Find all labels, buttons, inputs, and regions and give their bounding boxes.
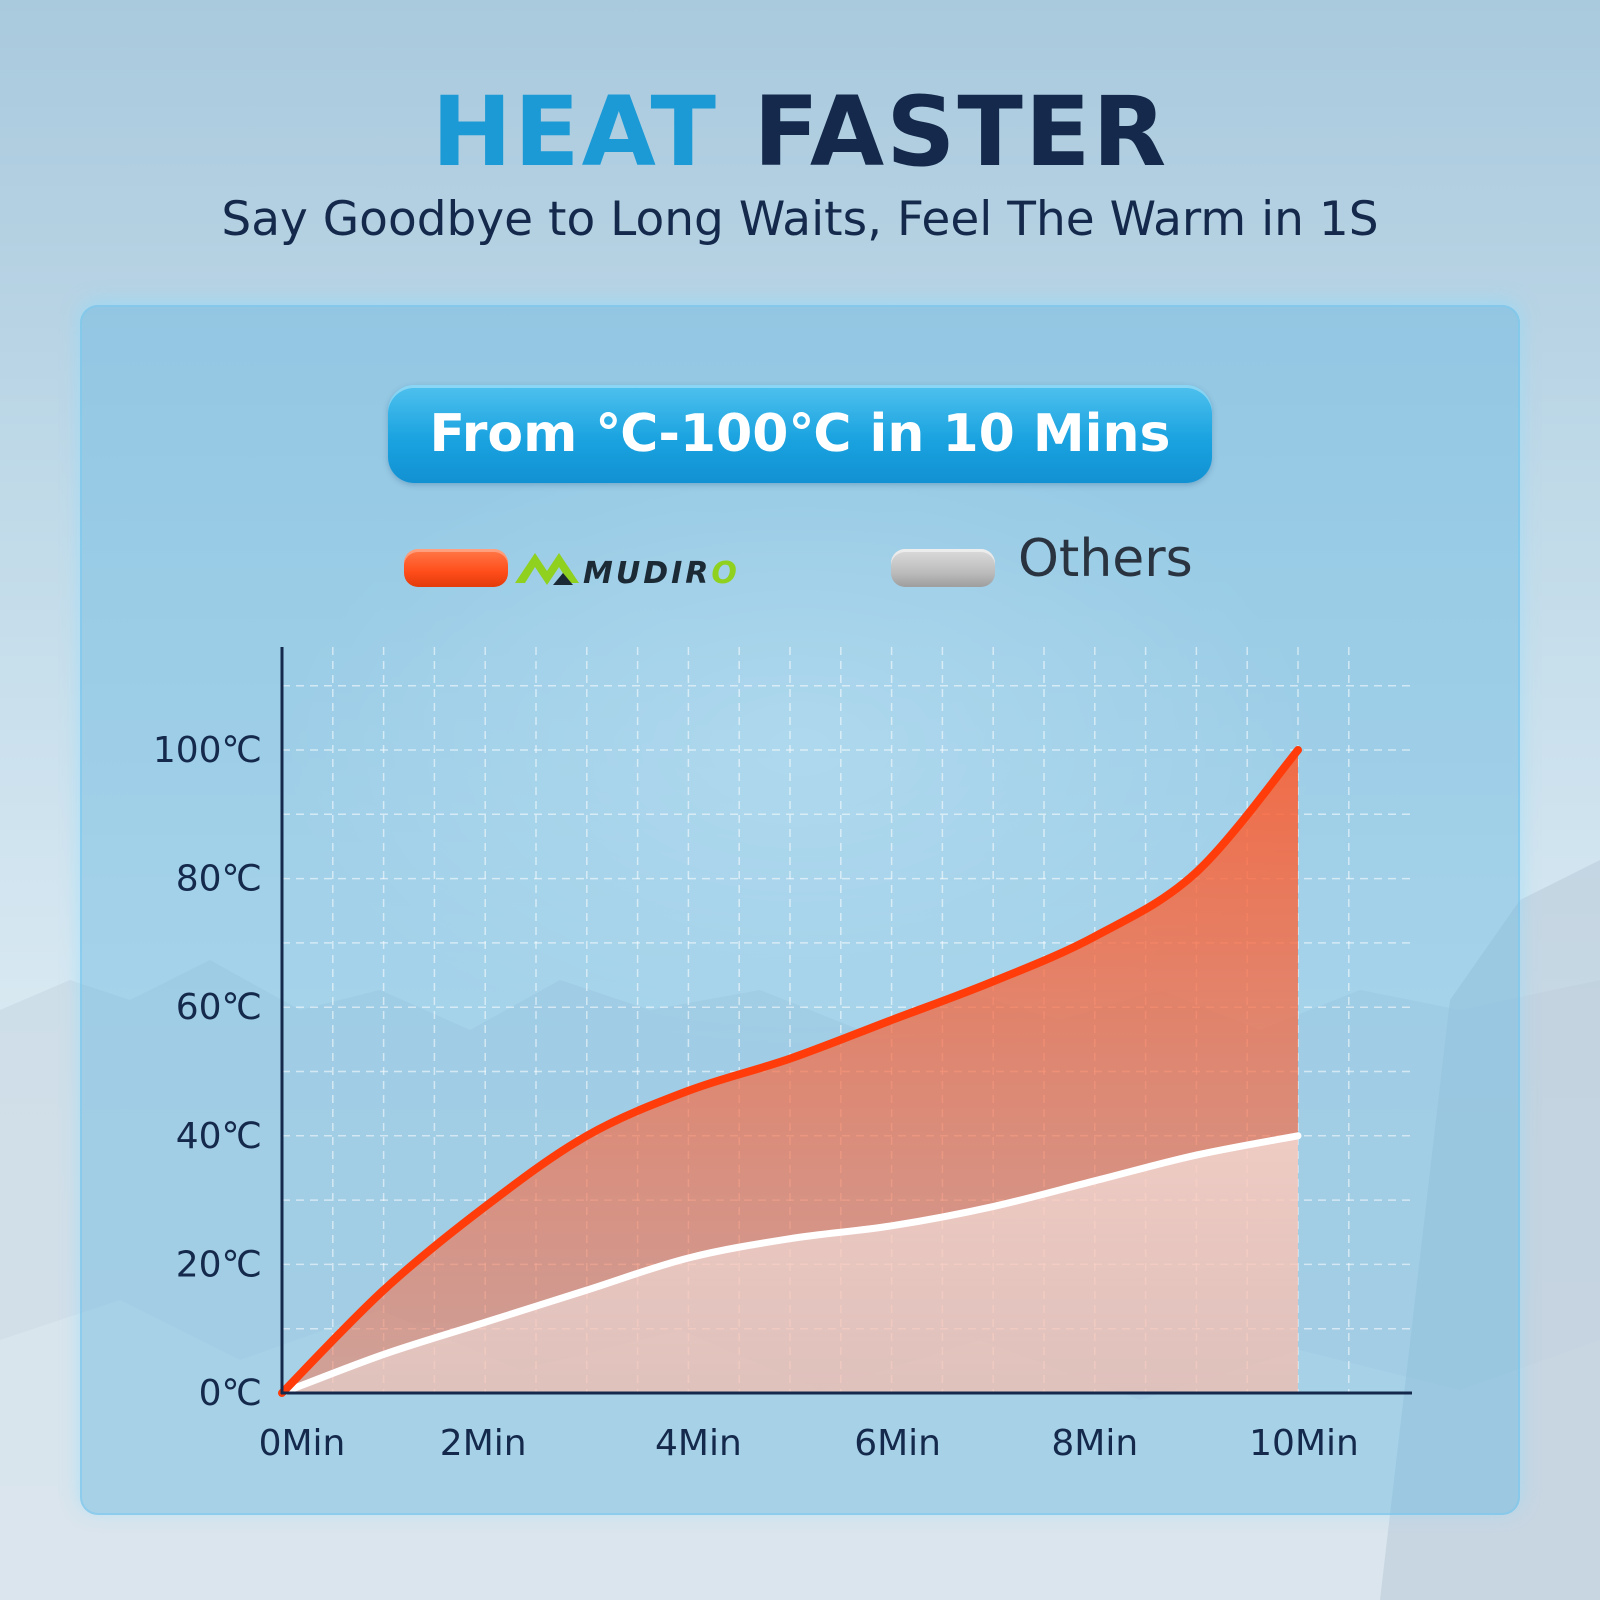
y-axis-ticks: 0℃ 20℃ 40℃ 60℃ 80℃ 100℃: [153, 730, 262, 1414]
chart-lines: [278, 746, 1302, 1397]
x-axis-ticks: 0Min 2Min 4Min 6Min 8Min 10Min: [259, 1423, 1359, 1464]
title-word-faster: FASTER: [753, 76, 1169, 188]
legend-label-others: Others: [1018, 529, 1193, 589]
mudiro-line: [278, 746, 1302, 1397]
title-word-heat: HEAT: [431, 76, 718, 188]
y-tick-label: 0℃: [199, 1373, 262, 1414]
y-tick-label: 40℃: [176, 1116, 262, 1157]
banner-pill: From ℃-100℃ in 10 Mins: [388, 385, 1212, 483]
chart-areas: [282, 750, 1298, 1393]
y-tick-label: 100℃: [153, 730, 262, 771]
x-tick-label: 8Min: [1051, 1423, 1138, 1464]
x-tick-label: 6Min: [854, 1423, 941, 1464]
legend-swatch-mudiro: [404, 549, 508, 587]
y-tick-label: 60℃: [176, 987, 262, 1028]
y-tick-label: 20℃: [176, 1244, 262, 1285]
page-subtitle: Say Goodbye to Long Waits, Feel The Warm…: [221, 192, 1379, 247]
x-tick-label: 10Min: [1249, 1423, 1359, 1464]
x-tick-label: 0Min: [259, 1423, 346, 1464]
mudiro-logo: MUDIRO: [515, 553, 740, 591]
page-title: HEAT FASTER: [0, 84, 1600, 180]
legend-swatch-others: [891, 549, 995, 587]
others-area: [282, 1135, 1298, 1393]
chart-axes: [280, 647, 1412, 1395]
others-line: [278, 1132, 1302, 1397]
x-tick-label: 4Min: [655, 1423, 742, 1464]
x-tick-label: 2Min: [440, 1423, 527, 1464]
svg-text:MUDIRO: MUDIRO: [583, 556, 740, 591]
y-tick-label: 80℃: [176, 859, 262, 900]
